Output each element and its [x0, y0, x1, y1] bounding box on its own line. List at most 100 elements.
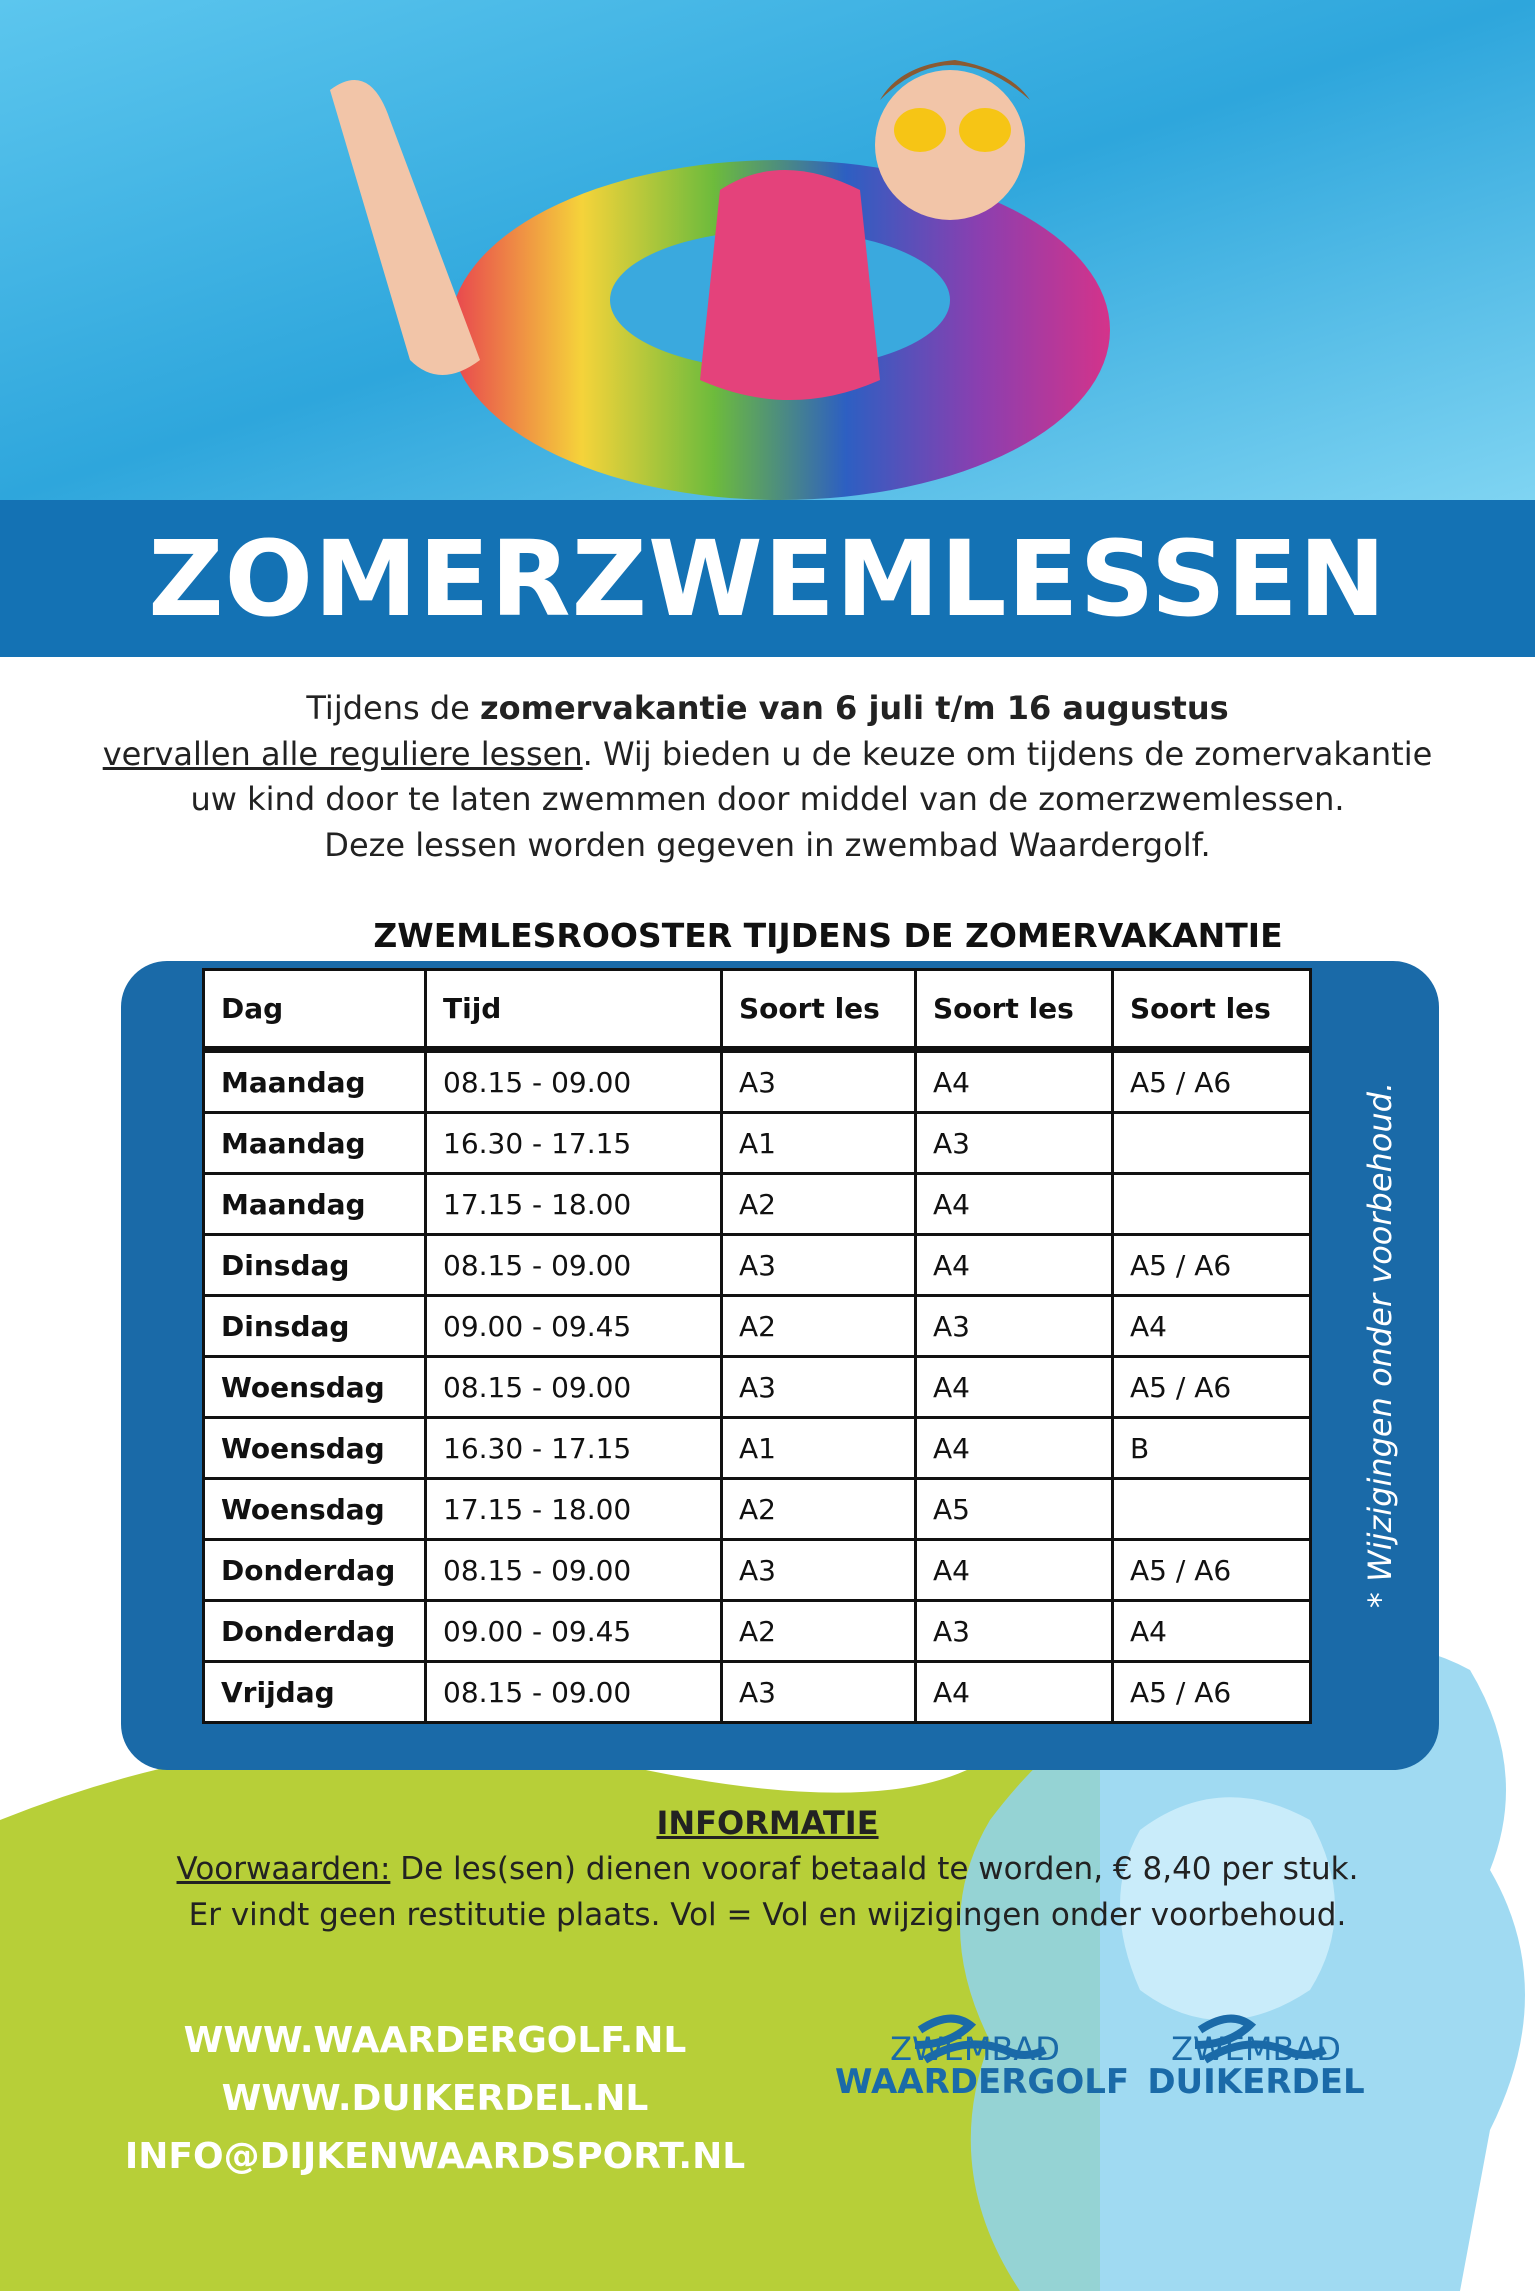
- links: WWW.WAARDERGOLF.NL WWW.DUIKERDEL.NL INFO…: [60, 2012, 810, 2186]
- cell: A3: [720, 1355, 917, 1419]
- day-cell: Maandag: [202, 1172, 427, 1236]
- logo: ZWEMBAD WAARDERGOLF: [835, 2030, 1130, 2102]
- logo-name: DUIKERDEL: [1147, 2062, 1365, 2102]
- header-cell: Soort les: [720, 968, 917, 1053]
- table-row: Woensdag 08.15 - 09.00 A3 A4 A5 / A6: [202, 1355, 1312, 1419]
- cell: A4: [914, 1172, 1114, 1236]
- cell: A3: [914, 1599, 1114, 1663]
- intro: Tijdens de zomervakantie van 6 juli t/m …: [0, 686, 1535, 868]
- cell: A3: [720, 1538, 917, 1602]
- cell: A2: [720, 1294, 917, 1358]
- intro-text: Tijdens de: [306, 689, 480, 727]
- logo-top: ZWEMBAD: [1171, 2030, 1341, 2068]
- cell: 08.15 - 09.00: [424, 1660, 723, 1724]
- cell: A5 / A6: [1111, 1660, 1312, 1724]
- day-cell: Vrijdag: [202, 1660, 427, 1724]
- cell: A2: [720, 1599, 917, 1663]
- table-row: Vrijdag 08.15 - 09.00 A3 A4 A5 / A6: [202, 1660, 1312, 1724]
- cell: 08.15 - 09.00: [424, 1233, 723, 1297]
- logo-name: WAARDERGOLF: [835, 2062, 1130, 2102]
- cell: [1111, 1111, 1312, 1175]
- cell: A4: [914, 1048, 1114, 1114]
- day-cell: Woensdag: [202, 1355, 427, 1419]
- intro-underlined: vervallen alle reguliere lessen: [102, 734, 583, 773]
- cell: 17.15 - 18.00: [424, 1477, 723, 1541]
- side-note: * Wijzigingen onder voorbehoud.: [1361, 1081, 1399, 1609]
- cell: A4: [914, 1355, 1114, 1419]
- title: ZOMERZWEMLESSEN: [148, 517, 1387, 640]
- cell: A5 / A6: [1111, 1233, 1312, 1297]
- cell: A3: [914, 1111, 1114, 1175]
- table-row: Donderdag 08.15 - 09.00 A3 A4 A5 / A6: [202, 1538, 1312, 1602]
- info: INFORMATIE Voorwaarden: De les(sen) dien…: [0, 1800, 1535, 1938]
- info-text: Er vindt geen restitutie plaats. Vol = V…: [188, 1897, 1347, 1933]
- cell: A5 / A6: [1111, 1538, 1312, 1602]
- intro-text: . Wij bieden u de keuze om tijdens de zo…: [582, 734, 1433, 773]
- cell: A3: [914, 1294, 1114, 1358]
- cell: B: [1111, 1416, 1312, 1480]
- cell: A4: [914, 1538, 1114, 1602]
- link[interactable]: WWW.WAARDERGOLF.NL: [183, 2020, 687, 2061]
- logo: ZWEMBAD DUIKERDEL: [1116, 2030, 1396, 2102]
- day-cell: Maandag: [202, 1048, 427, 1114]
- cell: A3: [720, 1233, 917, 1297]
- header-cell: Soort les: [1111, 968, 1312, 1053]
- schedule-title: ZWEMLESROOSTER TIJDENS DE ZOMERVAKANTIE: [373, 916, 1283, 955]
- intro-bold: zomervakantie van 6 juli t/m 16 augustus: [480, 689, 1229, 727]
- cell: A5: [914, 1477, 1114, 1541]
- cell: 09.00 - 09.45: [424, 1294, 723, 1358]
- cell: 08.15 - 09.00: [424, 1048, 723, 1114]
- day-cell: Donderdag: [202, 1538, 427, 1602]
- table-row: Maandag 08.15 - 09.00 A3 A4 A5 / A6: [202, 1048, 1312, 1114]
- cell: A2: [720, 1172, 917, 1236]
- cell: 17.15 - 18.00: [424, 1172, 723, 1236]
- header-cell: Soort les: [914, 968, 1114, 1053]
- cell: A3: [720, 1660, 917, 1724]
- cell: A5 / A6: [1111, 1355, 1312, 1419]
- info-title: INFORMATIE: [656, 1804, 879, 1842]
- cell: A1: [720, 1111, 917, 1175]
- day-cell: Woensdag: [202, 1416, 427, 1480]
- cell: [1111, 1172, 1312, 1236]
- logo-top: ZWEMBAD: [890, 2030, 1060, 2068]
- cell: A4: [1111, 1599, 1312, 1663]
- link[interactable]: WWW.DUIKERDEL.NL: [221, 2078, 649, 2119]
- day-cell: Maandag: [202, 1111, 427, 1175]
- table-row: Dinsdag 08.15 - 09.00 A3 A4 A5 / A6: [202, 1233, 1312, 1297]
- cell: A1: [720, 1416, 917, 1480]
- cell: A4: [914, 1233, 1114, 1297]
- title-band: ZOMERZWEMLESSEN: [0, 500, 1535, 657]
- schedule-table: Dag Tijd Soort les Soort les Soort les Maanda…: [202, 968, 1312, 1724]
- day-cell: Dinsdag: [202, 1294, 427, 1358]
- intro-text: uw kind door te laten zwemmen door midde…: [190, 780, 1345, 818]
- cell: [1111, 1477, 1312, 1541]
- day-cell: Donderdag: [202, 1599, 427, 1663]
- table-row: Dinsdag 09.00 - 09.45 A2 A3 A4: [202, 1294, 1312, 1358]
- table-header-row: Dag Tijd Soort les Soort les Soort les: [202, 968, 1312, 1053]
- cell: 16.30 - 17.15: [424, 1111, 723, 1175]
- table-row: Woensdag 17.15 - 18.00 A2 A5: [202, 1477, 1312, 1541]
- cell: 08.15 - 09.00: [424, 1538, 723, 1602]
- cell: A4: [1111, 1294, 1312, 1358]
- intro-text: Deze lessen worden gegeven in zwembad Wa…: [324, 825, 1211, 864]
- cell: A5 / A6: [1111, 1048, 1312, 1114]
- link[interactable]: INFO@DIJKENWAARDSPORT.NL: [124, 2136, 746, 2177]
- day-cell: Dinsdag: [202, 1233, 427, 1297]
- header-cell: Dag: [202, 968, 427, 1053]
- day-cell: Woensdag: [202, 1477, 427, 1541]
- cell: 09.00 - 09.45: [424, 1599, 723, 1663]
- cell: A4: [914, 1660, 1114, 1724]
- header-cell: Tijd: [424, 968, 723, 1053]
- cell: 08.15 - 09.00: [424, 1355, 723, 1419]
- cell: A4: [914, 1416, 1114, 1480]
- cell: 16.30 - 17.15: [424, 1416, 723, 1480]
- cell: A3: [720, 1048, 917, 1114]
- info-label: Voorwaarden:: [176, 1851, 391, 1887]
- table-row: Maandag 16.30 - 17.15 A1 A3: [202, 1111, 1312, 1175]
- cell: A2: [720, 1477, 917, 1541]
- table-row: Donderdag 09.00 - 09.45 A2 A3 A4: [202, 1599, 1312, 1663]
- table-row: Maandag 17.15 - 18.00 A2 A4: [202, 1172, 1312, 1236]
- info-text: De les(sen) dienen vooraf betaald te wor…: [390, 1851, 1359, 1887]
